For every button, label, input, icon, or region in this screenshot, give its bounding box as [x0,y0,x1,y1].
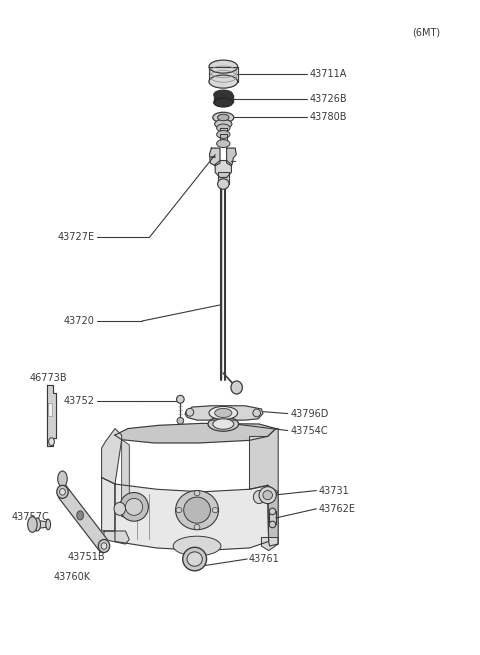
Text: 43780B: 43780B [309,113,347,122]
Ellipse shape [125,498,143,515]
Text: 43754C: 43754C [290,426,328,436]
Ellipse shape [34,518,40,531]
Text: 43760K: 43760K [53,572,91,582]
Ellipse shape [114,502,125,515]
Polygon shape [215,160,231,178]
Polygon shape [37,521,48,529]
Polygon shape [47,385,56,446]
Ellipse shape [217,179,229,189]
Text: 46773B: 46773B [30,373,68,383]
Text: 43751B: 43751B [68,552,105,562]
Polygon shape [220,128,227,134]
Text: 43726B: 43726B [309,94,347,103]
Ellipse shape [101,543,107,550]
Ellipse shape [216,124,230,132]
Ellipse shape [186,408,194,416]
Ellipse shape [217,114,229,121]
Ellipse shape [173,536,221,556]
Ellipse shape [48,438,54,445]
Ellipse shape [209,60,238,73]
Polygon shape [102,428,121,484]
Text: 43796D: 43796D [290,409,328,419]
Polygon shape [220,134,227,143]
Polygon shape [102,477,115,531]
Text: 43727E: 43727E [57,233,95,242]
Ellipse shape [187,552,202,566]
Ellipse shape [209,75,238,88]
Polygon shape [209,67,238,82]
Ellipse shape [216,140,230,147]
Ellipse shape [77,511,84,520]
Polygon shape [121,440,129,517]
Ellipse shape [184,497,210,523]
Ellipse shape [212,508,218,513]
Ellipse shape [214,98,233,107]
Ellipse shape [176,508,182,513]
Text: 43757C: 43757C [12,512,49,521]
Polygon shape [250,428,278,492]
Ellipse shape [177,417,184,424]
Text: (6MT): (6MT) [412,28,441,38]
Ellipse shape [215,119,232,128]
Text: 43720: 43720 [63,316,95,326]
Ellipse shape [57,485,68,498]
Ellipse shape [120,493,148,521]
Ellipse shape [177,396,184,403]
Ellipse shape [259,487,276,504]
Ellipse shape [194,491,200,496]
Ellipse shape [28,517,37,533]
Text: 43731: 43731 [319,485,349,496]
Polygon shape [214,95,233,102]
Polygon shape [59,486,108,552]
Ellipse shape [213,112,234,122]
Text: 43761: 43761 [249,554,279,564]
Ellipse shape [263,491,273,500]
Ellipse shape [208,417,239,431]
Ellipse shape [253,409,261,417]
Ellipse shape [60,489,65,495]
Polygon shape [115,423,276,443]
Polygon shape [268,485,278,546]
Ellipse shape [46,519,50,530]
Ellipse shape [183,548,206,571]
Text: 43762E: 43762E [319,504,356,514]
Ellipse shape [269,521,276,528]
Ellipse shape [269,508,276,515]
Ellipse shape [216,130,230,138]
Ellipse shape [214,90,233,99]
Polygon shape [209,148,220,166]
Polygon shape [269,512,276,525]
Polygon shape [104,531,129,544]
Ellipse shape [176,491,218,530]
Ellipse shape [209,406,238,419]
Text: 43711A: 43711A [309,69,347,79]
Ellipse shape [231,381,242,394]
Ellipse shape [98,540,110,553]
Polygon shape [262,538,278,551]
Ellipse shape [58,471,67,487]
Ellipse shape [215,408,232,417]
Polygon shape [115,484,269,551]
Ellipse shape [253,491,265,504]
Ellipse shape [194,525,200,530]
Ellipse shape [213,419,234,429]
Polygon shape [218,172,228,184]
Polygon shape [185,405,263,420]
Polygon shape [227,148,236,166]
Polygon shape [48,403,52,415]
Text: 43752: 43752 [63,396,95,405]
